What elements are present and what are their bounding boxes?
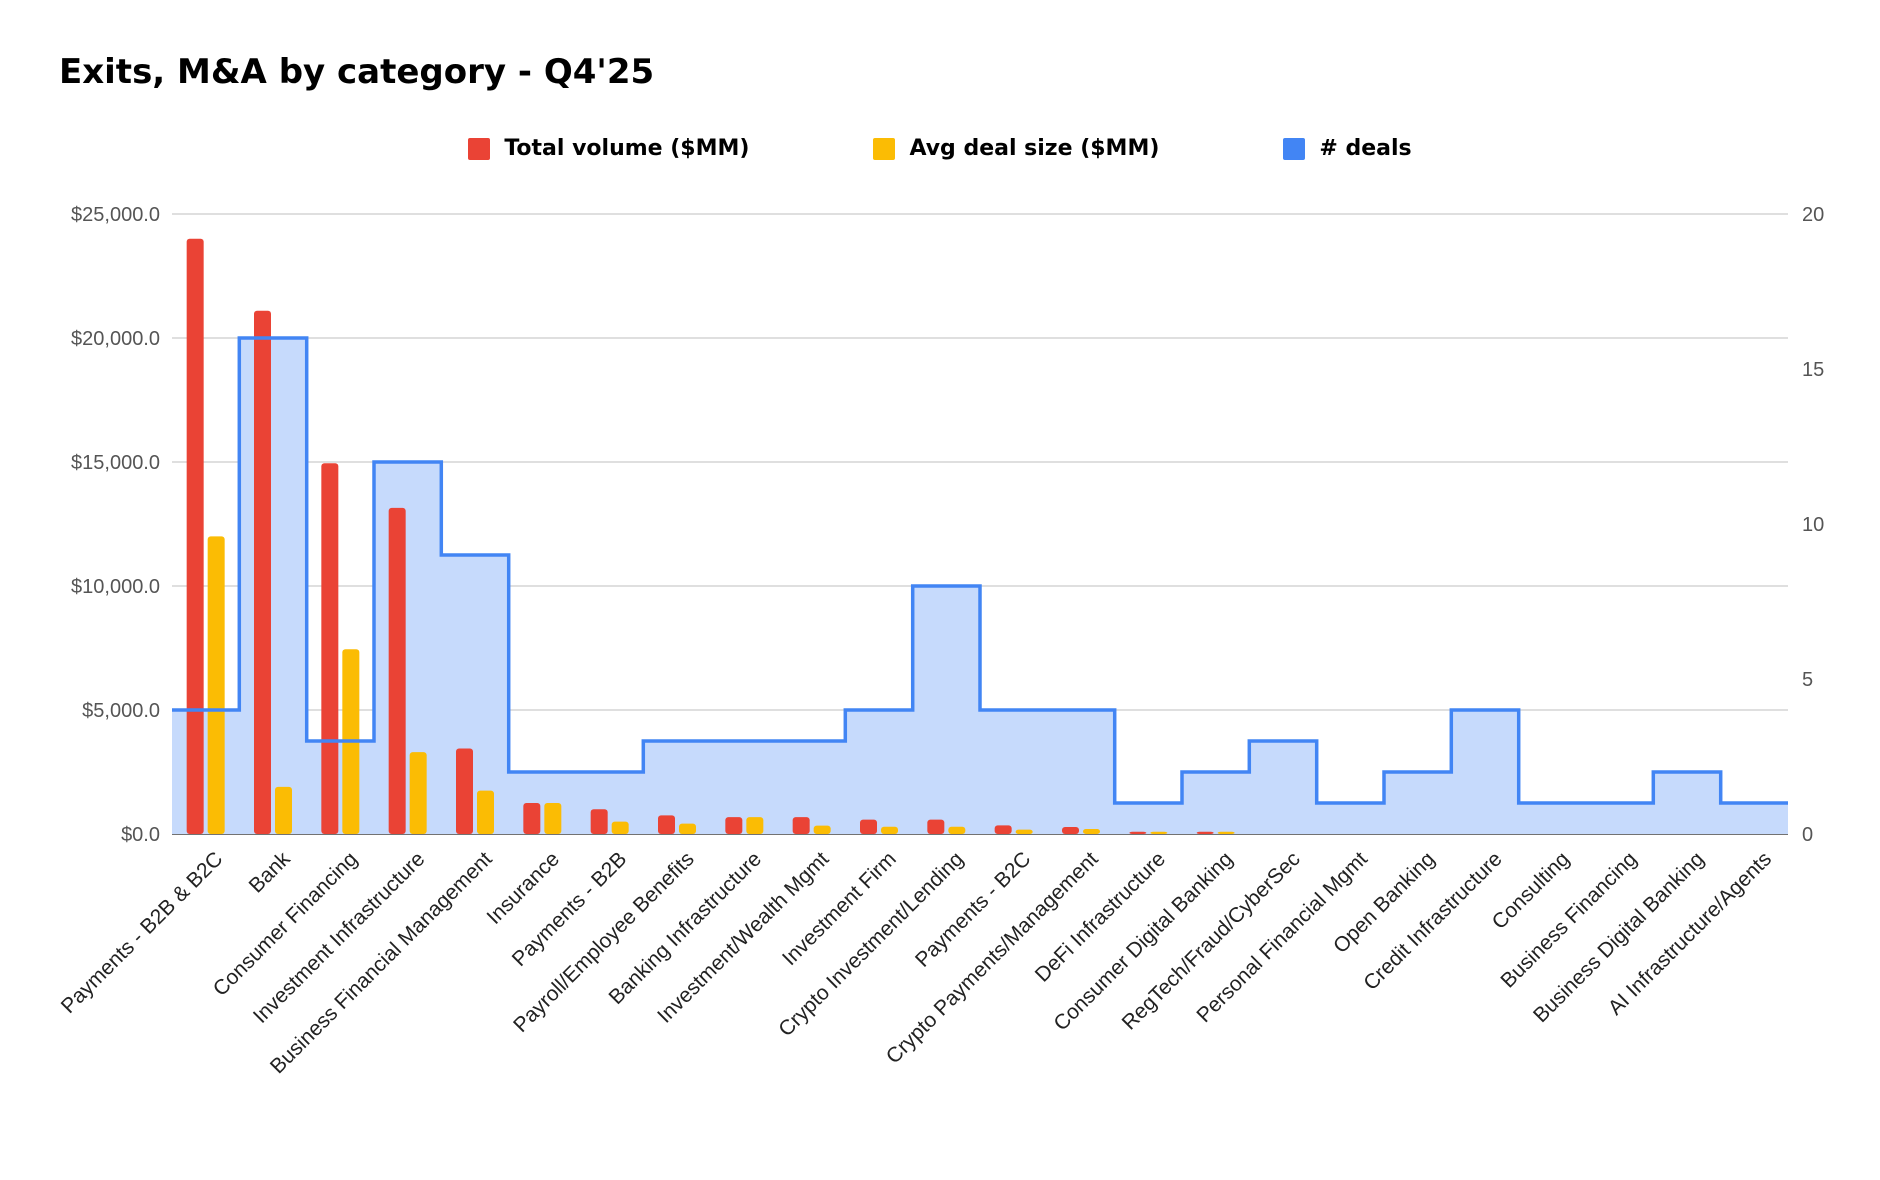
category-label: DeFi Infrastructure [1031,847,1170,986]
bar-total-volume [1196,831,1214,834]
legend-item-avg-deal-size[interactable]: Avg deal size ($MM) [873,136,1159,161]
left-tick-label: $15,000.0 [71,452,160,474]
bar-avg-deal-size [611,821,629,834]
bar-avg-deal-size [813,825,831,834]
category-label: Investment Firm [778,847,901,970]
bar-total-volume [658,815,675,834]
bar-avg-deal-size [477,790,494,834]
chart-title: Exits, M&A by category - Q4'25 [59,52,655,92]
left-axis-ticks: $0.0 $5,000.0 $10,000.0 $15,000.0 $20,000.0 $… [71,204,160,846]
bar-total-volume [186,238,204,835]
legend-label-deals: # deals [1319,136,1412,161]
left-tick-label: $20,000.0 [71,328,160,350]
right-tick-label: 0 [1802,824,1813,846]
bar-total-volume [1062,827,1079,834]
category-label: Payments - B2C [911,847,1035,971]
bar-total-volume [590,809,608,834]
left-tick-label: $0.0 [121,824,160,846]
right-tick-label: 20 [1802,204,1824,226]
bar-total-volume [388,507,406,834]
bar-total-volume [523,803,541,834]
legend-item-deals[interactable]: # deals [1283,136,1412,161]
bar-total-volume [994,825,1012,834]
bars [186,238,1235,835]
bar-total-volume [860,819,877,834]
category-label: Payments - B2B [508,847,632,971]
bar-total-volume [456,748,473,834]
bar-total-volume [792,817,810,834]
bar-avg-deal-size [275,786,292,834]
bar-avg-deal-size [207,536,225,834]
bar-avg-deal-size [1150,831,1168,834]
bar-avg-deal-size [1015,829,1033,834]
bar-avg-deal-size [679,823,696,834]
bar-total-volume [725,817,743,834]
left-tick-label: $25,000.0 [71,204,160,226]
legend-swatch-deals [1283,137,1306,160]
category-label: Bank [245,847,295,897]
legend-swatch-total-volume [468,137,491,160]
bar-avg-deal-size [746,817,764,834]
right-axis-ticks: 0 5 10 15 20 [1802,204,1824,846]
right-tick-label: 10 [1802,514,1824,536]
right-tick-label: 5 [1802,669,1813,691]
legend-label-total-volume: Total volume ($MM) [504,136,750,161]
bar-total-volume [254,310,271,835]
deals-step-line [172,336,1788,805]
category-label: Payments - B2B & B2C [57,847,228,1018]
bar-total-volume [927,819,945,834]
deals-stepped-line [172,336,1788,805]
bar-avg-deal-size [409,752,427,834]
bar-total-volume [321,463,339,834]
legend-swatch-avg-deal-size [873,137,896,160]
bar-avg-deal-size [1083,829,1100,834]
right-tick-label: 15 [1802,359,1824,381]
legend-label-avg-deal-size: Avg deal size ($MM) [909,136,1160,161]
left-tick-label: $10,000.0 [71,576,160,598]
bar-avg-deal-size [544,803,562,834]
left-tick-label: $5,000.0 [82,700,160,722]
bar-avg-deal-size [1217,831,1235,834]
legend-item-total-volume[interactable]: Total volume ($MM) [468,136,749,161]
bar-avg-deal-size [881,826,898,834]
bar-avg-deal-size [948,826,966,834]
chart-legend: Total volume ($MM) Avg deal size ($MM) #… [0,136,1880,161]
bar-total-volume [1129,831,1147,834]
